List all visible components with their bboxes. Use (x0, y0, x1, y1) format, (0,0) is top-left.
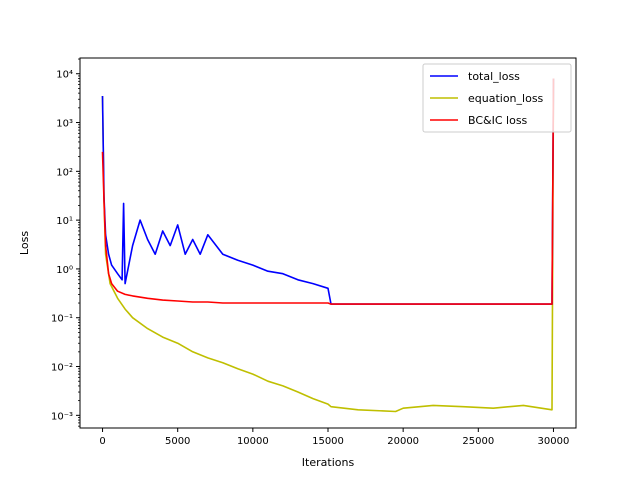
legend-box (422, 63, 572, 133)
x-tick-label: 25000 (462, 436, 494, 447)
y-tick-label: 10⁻¹ (51, 314, 73, 325)
y-tick-label: 10⁰ (56, 265, 73, 276)
x-tick-label: 30000 (538, 436, 570, 447)
x-axis: 0 5000 10000 15000 20000 25000 30000 (99, 428, 569, 447)
y-tick-label: 10¹ (56, 216, 73, 227)
y-tick-label: 10³ (56, 119, 73, 130)
series-line-bc-ic-loss (101, 78, 555, 305)
legend-label-bcic-loss: BC&IC loss (468, 114, 528, 127)
series-line-equation-loss (101, 78, 555, 413)
y-tick-label: 10⁴ (56, 70, 73, 81)
x-tick-label: 5000 (165, 436, 190, 447)
x-tick-label: 20000 (387, 436, 419, 447)
y-axis-label: Loss (18, 231, 31, 255)
x-tick-label: 10000 (237, 436, 269, 447)
x-tick-label: 15000 (312, 436, 344, 447)
y-tick-label: 10⁻² (51, 363, 73, 374)
plot-area (101, 78, 555, 413)
x-axis-label: Iterations (302, 456, 355, 469)
x-tick-label: 0 (99, 436, 105, 447)
series-line-total-loss (101, 78, 555, 305)
y-tick-label: 10⁻³ (51, 411, 73, 422)
y-axis: 10⁻³ 10⁻² 10⁻¹ 10⁰ 10¹ 10² 10³ 10⁴ (51, 58, 80, 427)
legend: total_loss equation_loss BC&IC loss (422, 63, 572, 133)
legend-label-equation-loss: equation_loss (468, 92, 544, 105)
legend-label-total-loss: total_loss (468, 70, 520, 83)
y-tick-label: 10² (56, 167, 73, 178)
